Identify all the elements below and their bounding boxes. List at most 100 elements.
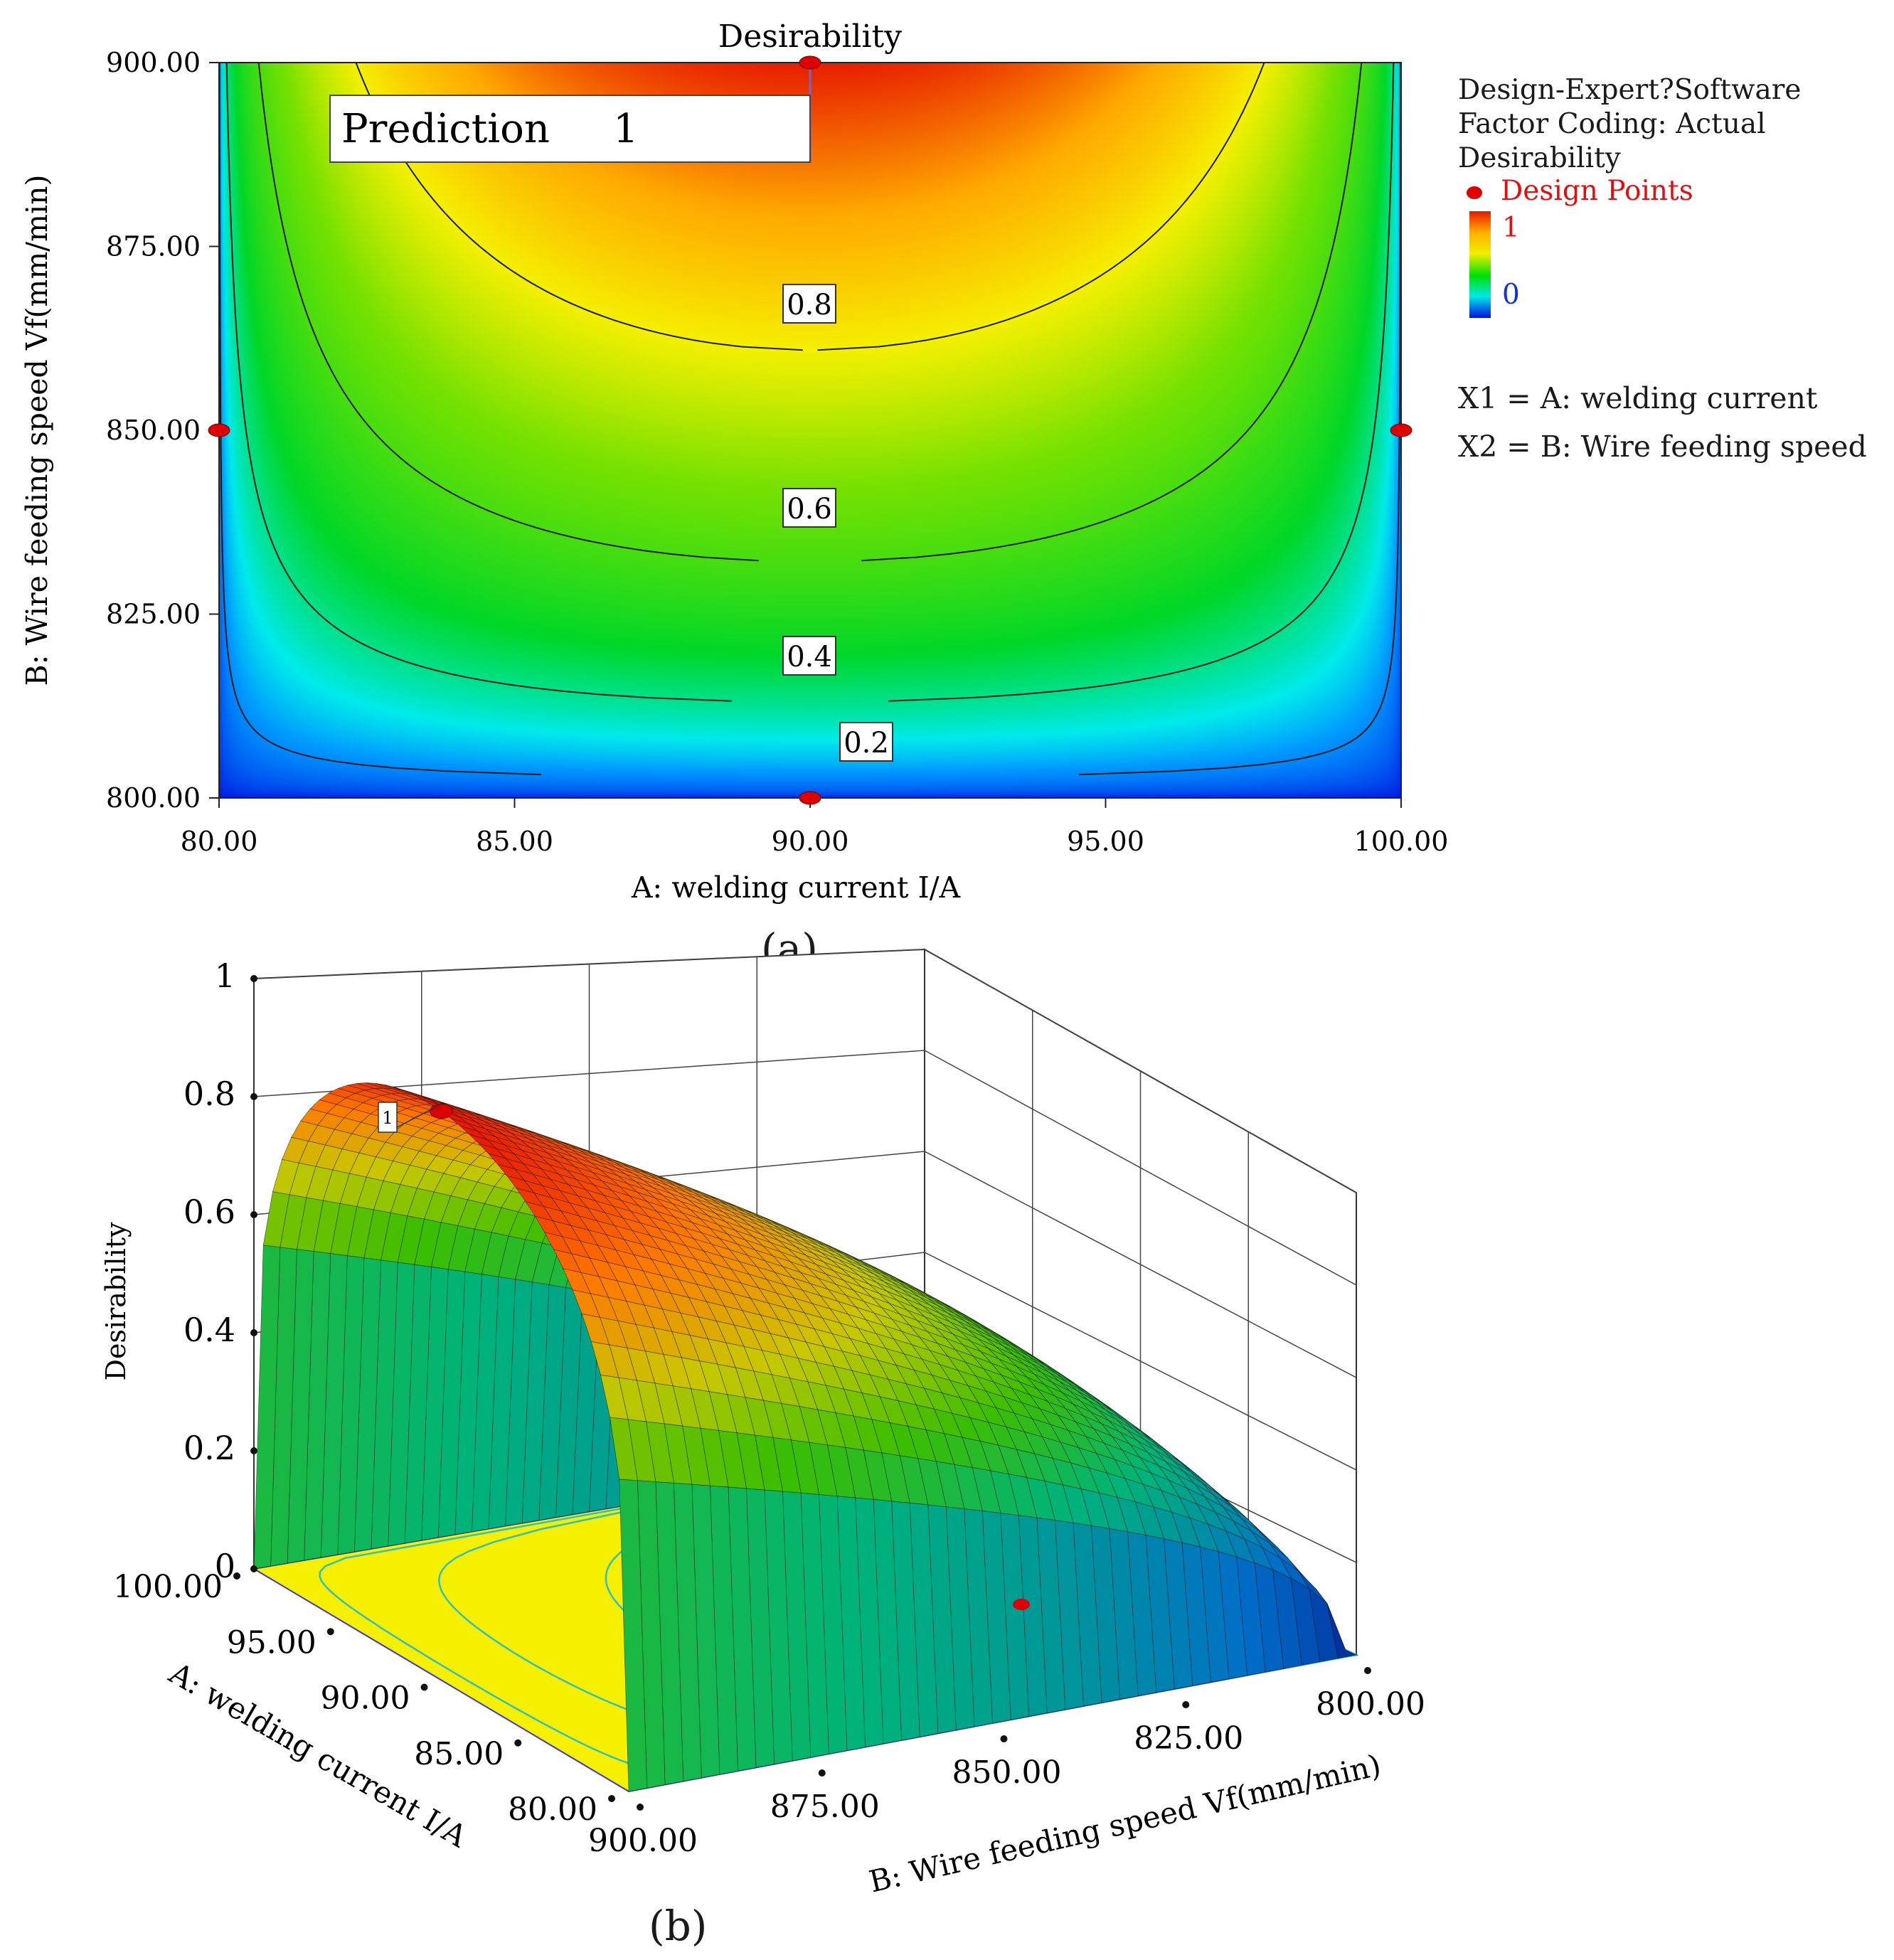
surface-cell	[908, 1289, 937, 1306]
surface-cell	[1042, 1361, 1071, 1381]
surface-cell	[578, 1198, 607, 1215]
surface-cell	[1127, 1531, 1157, 1697]
surface-cell	[781, 1402, 810, 1443]
surface-cell	[654, 1174, 681, 1185]
surface-cell	[1077, 1405, 1106, 1434]
surface-cell	[354, 1257, 381, 1552]
surface-cell	[961, 1404, 990, 1485]
surface-cell	[904, 1298, 933, 1315]
surface-cell	[420, 1122, 449, 1134]
surface-cell	[1041, 1405, 1070, 1442]
surface-cell	[901, 1289, 930, 1306]
surface-cell	[738, 1261, 768, 1280]
surface-cell	[853, 1259, 882, 1275]
surface-cell	[885, 1296, 913, 1310]
surface-cell	[748, 1274, 777, 1294]
surface-cell	[1088, 1467, 1118, 1498]
surface-cell	[590, 1155, 617, 1163]
surface-cell	[1066, 1382, 1096, 1402]
surface-cell	[1137, 1440, 1166, 1462]
surface-cell	[599, 1258, 627, 1297]
surface-cell	[362, 1097, 390, 1108]
surface-cell	[481, 1114, 509, 1124]
surface-cell	[698, 1316, 727, 1343]
surface-cell	[913, 1369, 943, 1394]
surface-cell	[934, 1299, 963, 1316]
surface-cell	[755, 1218, 784, 1232]
surface-cell	[993, 1331, 1022, 1350]
surface-cell	[580, 1155, 609, 1169]
surface-cell	[583, 1168, 613, 1177]
surface-cell	[1108, 1420, 1138, 1442]
surface-cell	[347, 1082, 375, 1091]
surface-cell	[280, 1194, 307, 1250]
surface-cell	[1003, 1346, 1032, 1364]
surface-cell	[1236, 1556, 1266, 1676]
surface-cell	[706, 1205, 734, 1220]
surface-cell	[544, 1188, 573, 1205]
a-tick	[608, 1795, 615, 1802]
surface-cell	[1032, 1355, 1060, 1374]
surface-cell	[1215, 1511, 1245, 1540]
surface-cell	[1004, 1346, 1033, 1366]
surface-cell	[622, 1202, 651, 1216]
surface-cell	[1134, 1429, 1163, 1451]
surface-cell	[764, 1265, 793, 1280]
surface-cell	[755, 1434, 783, 1492]
surface-cell	[253, 1245, 281, 1570]
surface-cell	[575, 1178, 605, 1196]
surface-cell	[440, 1104, 467, 1117]
surface-cell	[903, 1353, 933, 1376]
surface-cell	[987, 1422, 1017, 1450]
surface-cell	[336, 1097, 364, 1109]
surface-cell	[445, 1137, 474, 1151]
surface-cell	[839, 1259, 867, 1275]
surface-cell	[541, 1220, 570, 1247]
surface-cell	[762, 1400, 792, 1441]
contour-label-box	[839, 722, 893, 762]
surface-cell	[680, 1312, 708, 1340]
surface-cell	[422, 1110, 452, 1119]
surface-cell	[411, 1128, 440, 1141]
surface-cell	[693, 1193, 720, 1203]
surface-cell	[507, 1123, 536, 1134]
surface-cell	[627, 1347, 656, 1384]
z-tick	[250, 1565, 257, 1572]
surface-cell	[624, 1167, 652, 1176]
surface-cell	[861, 1277, 889, 1290]
surface-cell	[1208, 1485, 1238, 1511]
surface-cell	[700, 1427, 729, 1488]
surface-cell	[951, 1308, 980, 1325]
legend-response: Desirability	[1458, 142, 1621, 174]
surface-cell	[649, 1203, 678, 1215]
legend-factor-coding: Factor Coding: Actual	[1458, 108, 1766, 140]
surface-cell	[1035, 1361, 1064, 1383]
surface-cell	[1001, 1374, 1031, 1402]
surface-cell	[854, 1269, 883, 1282]
surface-cell	[703, 1212, 732, 1221]
surface-cell	[945, 1338, 974, 1357]
surface-cell	[442, 1109, 470, 1116]
surface-cell	[549, 1164, 577, 1180]
surface-cell	[696, 1238, 725, 1253]
surface-cell	[1052, 1457, 1082, 1489]
surface-cell	[922, 1311, 952, 1328]
surface-cell	[1193, 1483, 1223, 1507]
surface-cell	[430, 1222, 459, 1270]
surface-cell	[701, 1232, 730, 1250]
surface-cell	[937, 1309, 966, 1326]
box-wall	[924, 948, 1357, 1656]
surface-cell	[931, 1375, 961, 1398]
surface-cell	[679, 1232, 708, 1247]
surface-cell	[878, 1269, 907, 1285]
surface-cell	[366, 1156, 393, 1181]
surface-cell	[723, 1321, 751, 1489]
surface-cell	[707, 1338, 736, 1368]
surface-cell	[807, 1381, 836, 1414]
surface-cell	[840, 1360, 869, 1469]
surface-cell	[935, 1332, 965, 1351]
floor-contour	[605, 1453, 1357, 1697]
surface-cell	[546, 1142, 573, 1150]
surface-cell	[908, 1426, 937, 1462]
surface-cell	[617, 1180, 647, 1189]
